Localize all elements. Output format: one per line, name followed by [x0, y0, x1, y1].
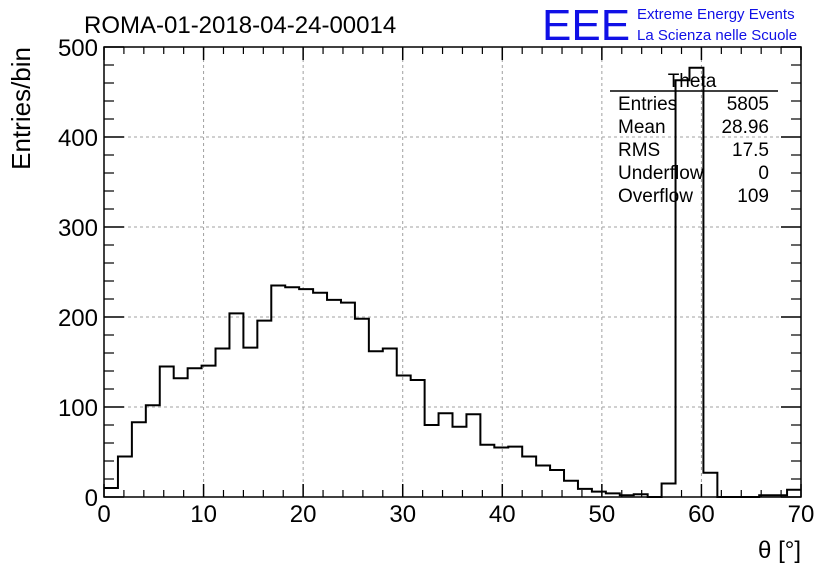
- x-tick-label: 40: [489, 501, 516, 528]
- x-tick-label: 60: [688, 501, 715, 528]
- stats-label: Entries: [618, 94, 677, 115]
- stats-label: Underflow: [618, 163, 704, 184]
- y-tick-label: 500: [58, 35, 98, 62]
- grid-lines: [104, 47, 801, 497]
- x-tick-label: 10: [190, 501, 217, 528]
- y-tick-labels: 0 100 200 300 400 500: [58, 35, 98, 512]
- y-tick-label: 300: [58, 215, 98, 242]
- y-tick-label: 100: [58, 395, 98, 422]
- stats-label: Mean: [618, 117, 666, 138]
- stats-value: 109: [737, 186, 769, 207]
- stats-label: RMS: [618, 140, 660, 161]
- x-tick-label: 70: [788, 501, 815, 528]
- y-axis-title: Entries/bin: [6, 47, 36, 170]
- y-tick-label: 200: [58, 305, 98, 332]
- x-tick-label: 0: [97, 501, 110, 528]
- stats-value: 0: [758, 163, 769, 184]
- logo-subtitle-line1: Extreme Energy Events: [637, 6, 795, 23]
- stats-title: Theta: [668, 71, 717, 92]
- plot-frame: [103, 46, 802, 498]
- x-tick-labels: 0 10 20 30 40 50 60 70: [97, 501, 814, 528]
- stats-value: 28.96: [721, 117, 769, 138]
- run-title: ROMA-01-2018-04-24-00014: [84, 12, 396, 39]
- x-tick-label: 30: [389, 501, 416, 528]
- y-tick-label: 400: [58, 125, 98, 152]
- x-tick-label: 20: [290, 501, 317, 528]
- x-axis-title: θ [°]: [758, 537, 801, 564]
- histogram-series: [104, 66, 801, 498]
- axis-ticks: [103, 46, 802, 498]
- stats-value: 5805: [727, 94, 769, 115]
- stats-box: Theta Entries 5805 Mean 28.96 RMS 17.5 Underfl…: [610, 71, 778, 207]
- eee-logo: EEE: [542, 1, 630, 50]
- logo-subtitle-line2: La Scienza nelle Scuole: [637, 27, 797, 44]
- stats-value: 17.5: [732, 140, 769, 161]
- y-tick-label: 0: [85, 485, 98, 512]
- x-tick-label: 50: [589, 501, 616, 528]
- stats-label: Overflow: [618, 186, 693, 207]
